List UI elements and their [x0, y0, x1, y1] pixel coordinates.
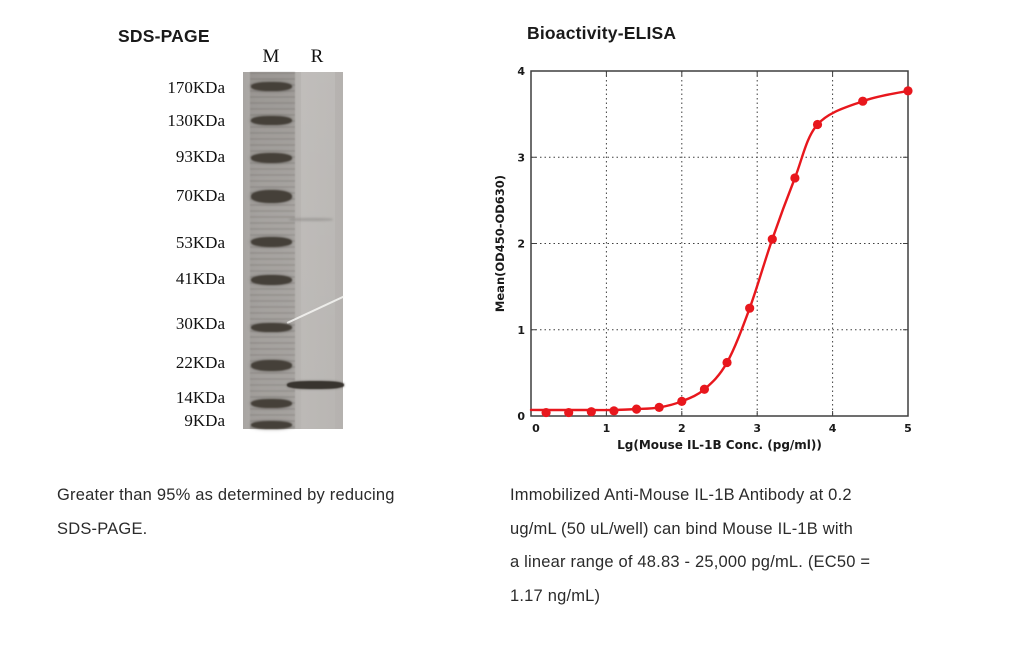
data-point — [812, 119, 823, 130]
lane-label-m: M — [262, 46, 280, 67]
x-axis-label: Lg(Mouse IL-1B Conc. (pg/ml)) — [617, 438, 822, 452]
data-point — [767, 234, 777, 244]
y-tick-label: 3 — [517, 151, 525, 164]
mw-label: 53KDa — [175, 233, 225, 252]
mw-label: 70KDa — [175, 186, 225, 205]
marker-band — [251, 153, 292, 163]
marker-band — [251, 115, 292, 125]
y-tick-label: 4 — [517, 65, 525, 78]
marker-band — [251, 421, 292, 429]
data-point — [745, 303, 755, 313]
fit-curve — [529, 89, 910, 412]
caption-line: 1.17 ng/mL) — [510, 586, 601, 605]
elisa-chart: 0 1 2 3 4 5 0 1 2 3 4 Lg(Mouse IL-1B Conc. (pg/ml))… — [493, 65, 913, 452]
elisa-chart-title: Bioactivity-ELISA — [527, 23, 677, 43]
mw-label: 170KDa — [167, 78, 225, 97]
sds-page-gel-image — [243, 72, 345, 429]
data-point — [903, 86, 913, 96]
marker-lane-smear — [250, 72, 295, 429]
mw-label: 22KDa — [175, 353, 225, 372]
x-tick-label: 1 — [603, 422, 611, 435]
mw-label: 9KDa — [184, 411, 225, 430]
marker-band — [251, 275, 292, 285]
sample-protein-band — [287, 381, 344, 389]
caption-line: SDS-PAGE. — [57, 519, 148, 538]
x-tick-label: 0 — [532, 422, 540, 435]
x-tick-label: 5 — [904, 422, 912, 435]
mw-label: 30KDa — [175, 314, 225, 333]
marker-band — [251, 398, 292, 408]
data-point — [677, 396, 687, 406]
data-point — [654, 402, 664, 412]
y-tick-label: 1 — [517, 324, 525, 337]
sds-page-caption: Greater than 95% as determined by reduci… — [57, 479, 477, 546]
x-tick-label: 2 — [678, 422, 686, 435]
data-point — [699, 384, 710, 394]
faint-impurity-band — [289, 218, 333, 221]
data-point — [586, 407, 596, 417]
mw-label: 14KDa — [175, 388, 225, 407]
y-axis-label: Mean(OD450-OD630) — [493, 175, 507, 312]
data-point — [858, 96, 868, 106]
marker-band — [251, 322, 292, 332]
data-point — [631, 404, 642, 414]
lane-label-r: R — [310, 46, 324, 67]
elisa-caption: Immobilized Anti-Mouse IL-1B Antibody at… — [510, 479, 970, 613]
sds-page-title: SDS-PAGE — [118, 26, 210, 46]
x-tick-label: 4 — [829, 422, 837, 435]
data-point — [609, 406, 619, 416]
mw-label: 41KDa — [175, 269, 225, 288]
caption-line: Immobilized Anti-Mouse IL-1B Antibody at… — [510, 486, 852, 504]
x-tick-label: 3 — [753, 422, 761, 435]
y-tick-label: 2 — [517, 238, 525, 251]
marker-band — [251, 359, 292, 371]
data-point — [722, 357, 732, 368]
marker-band — [251, 189, 292, 203]
data-point — [564, 407, 574, 418]
caption-line: ug/mL (50 uL/well) can bind Mouse IL-1B … — [510, 519, 853, 538]
y-tick-label: 0 — [517, 410, 525, 423]
data-point — [541, 407, 551, 418]
caption-line: Greater than 95% as determined by reduci… — [57, 486, 395, 504]
caption-line: a linear range of 48.83 - 25,000 pg/mL. … — [510, 553, 871, 571]
marker-band — [251, 81, 292, 91]
mw-label: 93KDa — [175, 147, 225, 166]
marker-band — [251, 237, 292, 247]
mw-label: 130KDa — [167, 111, 225, 130]
sample-lane — [301, 72, 335, 429]
data-point — [790, 173, 800, 183]
